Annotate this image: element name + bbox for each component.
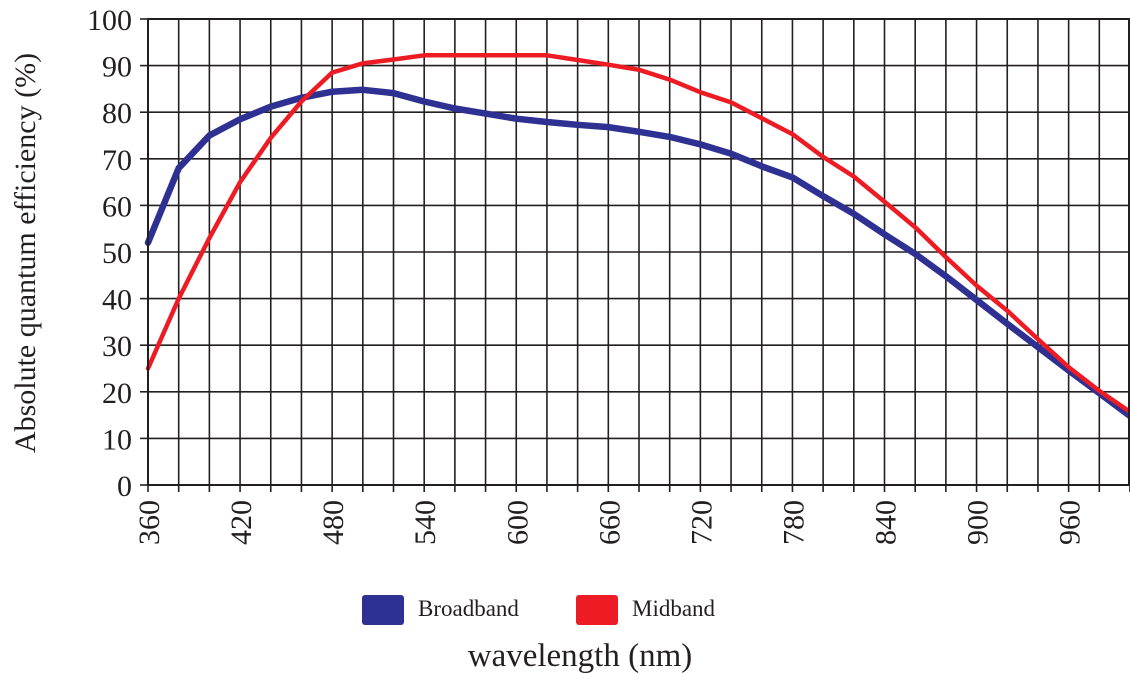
series-line-broadband (144, 86, 1130, 420)
y-tick-label: 70 (102, 144, 132, 177)
grid (148, 19, 1130, 485)
y-tick-label: 10 (102, 423, 132, 456)
series-lines (144, 53, 1130, 420)
x-tick-label: 480 (317, 500, 350, 545)
y-tick-label: 0 (117, 470, 132, 503)
x-tick-label: 360 (133, 500, 166, 545)
legend: Broadband Midband (362, 595, 716, 625)
x-tick-label: 720 (685, 500, 718, 545)
x-tick-label: 840 (870, 500, 903, 545)
legend-swatch-midband (576, 595, 618, 625)
y-tick-label: 50 (102, 237, 132, 270)
x-tick-label: 960 (1054, 500, 1087, 545)
y-tick-label: 100 (87, 4, 132, 37)
legend-label-midband: Midband (632, 596, 716, 621)
x-tick-label: 780 (777, 500, 810, 545)
x-tick-label: 660 (593, 500, 626, 545)
legend-swatch-broadband (362, 595, 404, 625)
x-tick-labels: 360 420 480 540 600 660 720 780 840 900 960 (133, 500, 1087, 545)
y-tick-label: 30 (102, 330, 132, 363)
x-tick-label: 600 (501, 500, 534, 545)
y-axis-label: Absolute quantum efficiency (%) (9, 53, 42, 453)
x-tick-label: 900 (962, 500, 995, 545)
x-tick-label: 420 (225, 500, 258, 545)
x-axis-label: wavelength (nm) (468, 638, 693, 673)
y-tick-label: 90 (102, 51, 132, 84)
plot-border (147, 18, 1130, 486)
plot-frame (140, 18, 1130, 492)
series-line-midband (145, 53, 1130, 415)
y-tick-labels: 0 10 20 30 40 50 60 70 80 90 100 (87, 4, 132, 503)
y-tick-label: 60 (102, 190, 132, 223)
y-tick-label: 20 (102, 377, 132, 410)
y-tick-label: 80 (102, 97, 132, 130)
legend-label-broadband: Broadband (418, 596, 519, 621)
x-tick-label: 540 (409, 500, 442, 545)
y-tick-label: 40 (102, 284, 132, 317)
